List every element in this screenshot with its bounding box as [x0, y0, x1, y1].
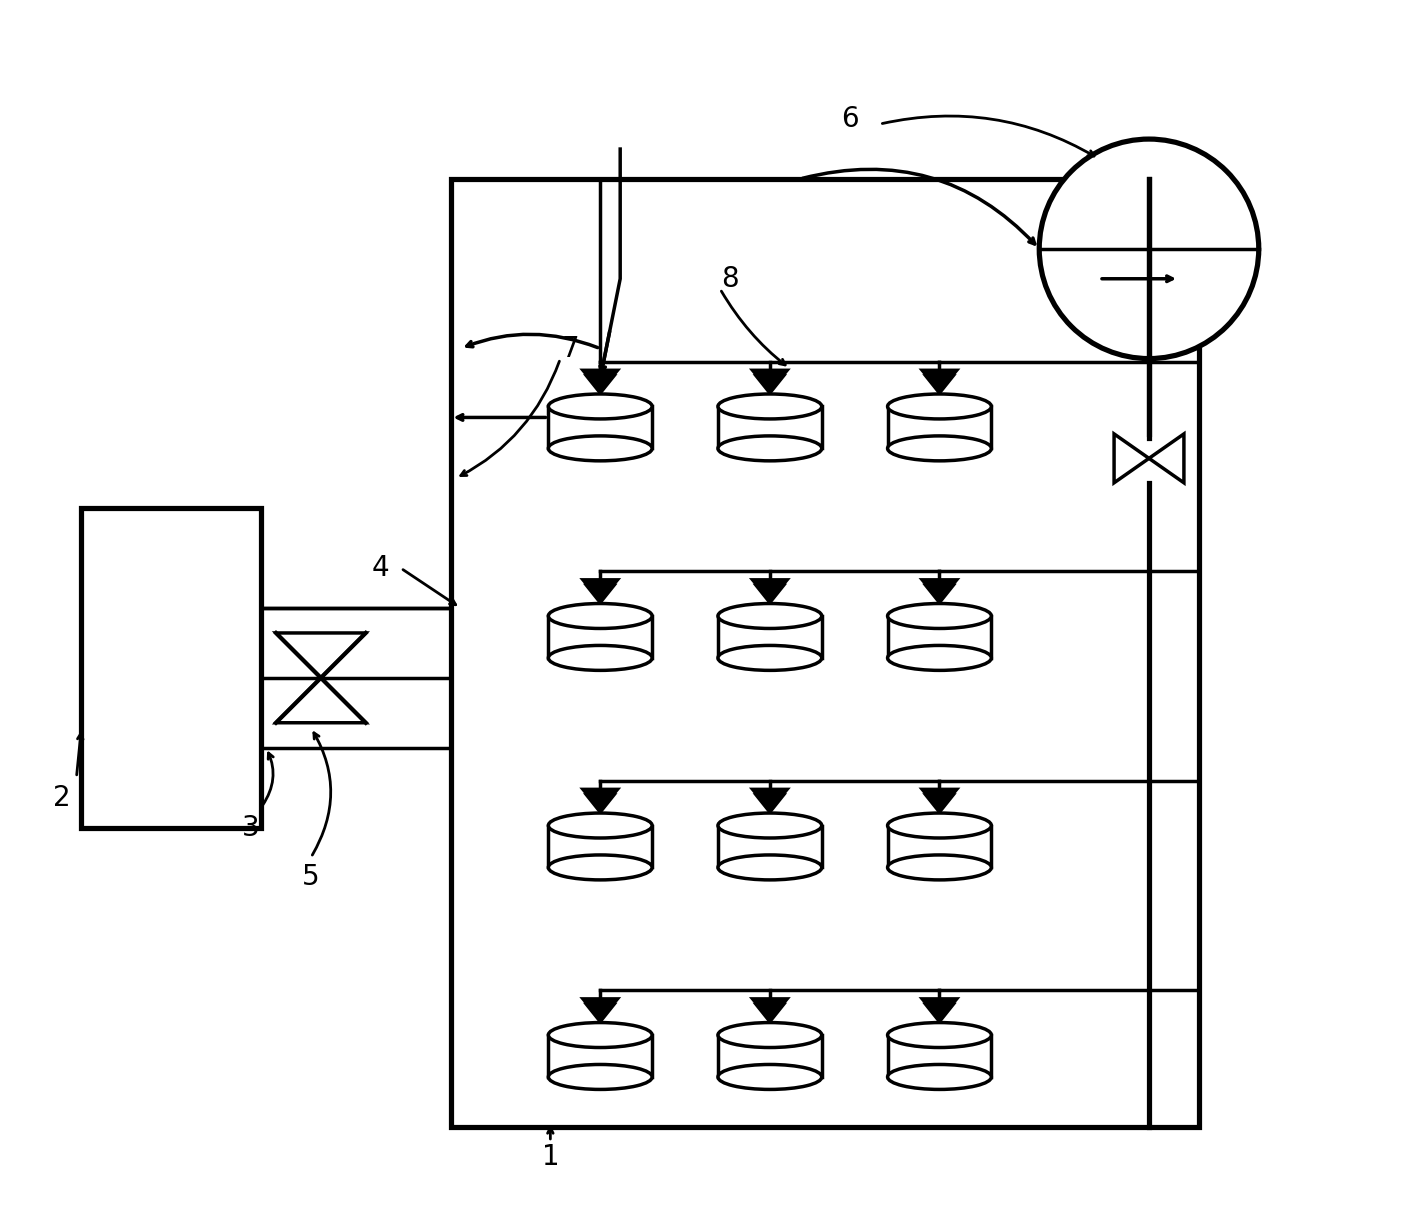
Polygon shape: [1114, 433, 1149, 483]
Ellipse shape: [548, 603, 652, 629]
Polygon shape: [753, 998, 788, 1020]
Polygon shape: [753, 370, 788, 392]
Polygon shape: [275, 678, 366, 723]
Text: 2: 2: [52, 783, 71, 812]
Bar: [548, 406, 652, 448]
Polygon shape: [755, 376, 784, 393]
Ellipse shape: [548, 394, 652, 419]
Text: 8: 8: [722, 265, 738, 292]
Text: 1: 1: [542, 1143, 559, 1170]
Polygon shape: [1149, 433, 1183, 483]
Ellipse shape: [717, 813, 822, 837]
Ellipse shape: [717, 1023, 822, 1047]
Ellipse shape: [888, 1065, 991, 1089]
Polygon shape: [755, 585, 784, 603]
Ellipse shape: [548, 855, 652, 880]
Ellipse shape: [548, 646, 652, 670]
Polygon shape: [922, 580, 957, 600]
Text: 4: 4: [371, 554, 390, 582]
Ellipse shape: [717, 394, 822, 419]
Bar: [548, 616, 652, 658]
Ellipse shape: [548, 436, 652, 460]
Polygon shape: [586, 1005, 614, 1022]
Circle shape: [1039, 139, 1258, 359]
Ellipse shape: [717, 436, 822, 460]
Ellipse shape: [548, 1023, 652, 1047]
Polygon shape: [586, 376, 614, 393]
Polygon shape: [925, 795, 955, 813]
Bar: [548, 1035, 652, 1077]
Polygon shape: [586, 795, 614, 813]
Polygon shape: [582, 998, 618, 1020]
Ellipse shape: [888, 603, 991, 629]
Polygon shape: [582, 790, 618, 810]
Bar: [888, 825, 991, 867]
Polygon shape: [925, 585, 955, 603]
Polygon shape: [922, 370, 957, 392]
Polygon shape: [582, 370, 618, 392]
Bar: [82, 508, 261, 828]
Bar: [717, 616, 822, 658]
Ellipse shape: [548, 813, 652, 837]
Ellipse shape: [717, 1065, 822, 1089]
Bar: [717, 1035, 822, 1077]
Polygon shape: [275, 632, 366, 678]
Bar: [888, 406, 991, 448]
Ellipse shape: [888, 813, 991, 837]
Bar: [888, 1035, 991, 1077]
Ellipse shape: [888, 436, 991, 460]
Ellipse shape: [888, 646, 991, 670]
Bar: [717, 406, 822, 448]
Ellipse shape: [548, 1065, 652, 1089]
Ellipse shape: [717, 855, 822, 880]
Text: 3: 3: [241, 813, 260, 841]
Polygon shape: [925, 1005, 955, 1022]
Text: 6: 6: [842, 106, 858, 133]
Bar: [717, 825, 822, 867]
Text: 7: 7: [562, 334, 579, 362]
Polygon shape: [925, 376, 955, 393]
Ellipse shape: [888, 394, 991, 419]
Ellipse shape: [888, 1023, 991, 1047]
Polygon shape: [755, 1005, 784, 1022]
Bar: [450, 179, 1199, 1127]
Polygon shape: [755, 795, 784, 813]
Polygon shape: [753, 580, 788, 600]
Ellipse shape: [717, 646, 822, 670]
Polygon shape: [753, 790, 788, 810]
Polygon shape: [922, 790, 957, 810]
Bar: [548, 825, 652, 867]
Ellipse shape: [888, 855, 991, 880]
Polygon shape: [922, 998, 957, 1020]
Polygon shape: [582, 580, 618, 600]
Ellipse shape: [717, 603, 822, 629]
Bar: [888, 616, 991, 658]
Polygon shape: [586, 585, 614, 603]
Text: 5: 5: [302, 863, 319, 892]
